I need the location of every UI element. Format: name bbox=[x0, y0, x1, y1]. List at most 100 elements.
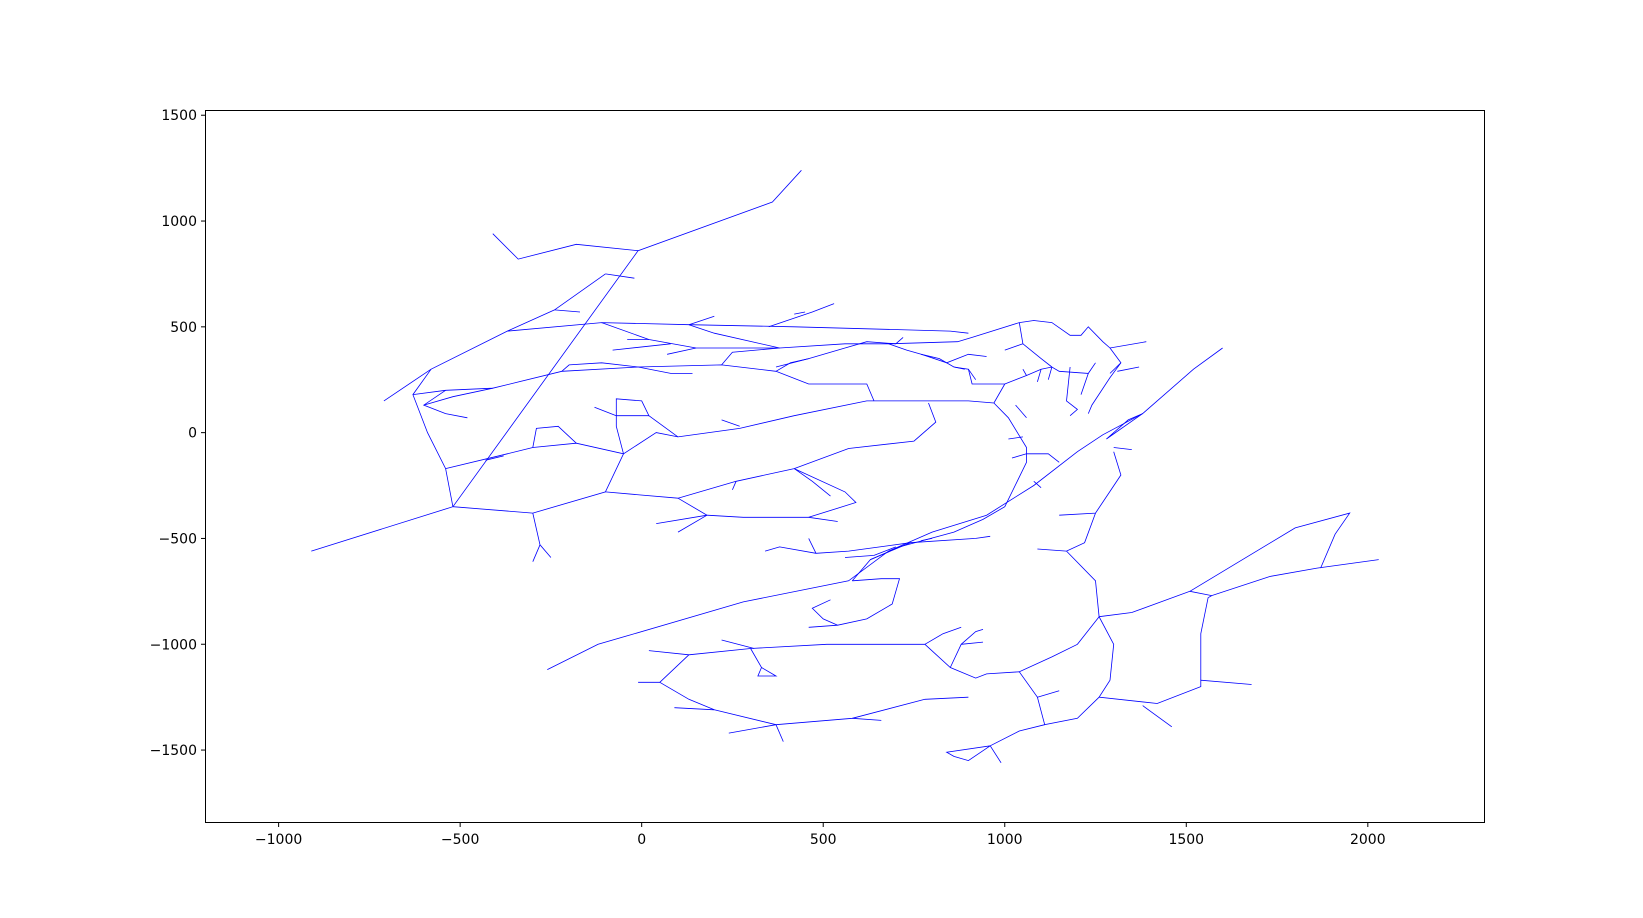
network-edge-22 bbox=[844, 337, 904, 349]
network-edge-46 bbox=[1004, 362, 1096, 385]
network-edge-35 bbox=[605, 402, 937, 499]
network-edge-25 bbox=[953, 366, 965, 370]
y-tick-label: 0 bbox=[188, 426, 197, 442]
network-edge-36 bbox=[793, 468, 831, 497]
network-edge-55 bbox=[1047, 366, 1053, 380]
y-tick-label: 1500 bbox=[161, 108, 197, 124]
network-edge-43 bbox=[732, 481, 737, 490]
network-edge-60 bbox=[1011, 453, 1027, 459]
network-edge-59 bbox=[1008, 436, 1023, 440]
network-edge-88 bbox=[870, 535, 991, 560]
x-tick-label: −1000 bbox=[255, 832, 302, 848]
network-edge-21 bbox=[721, 347, 780, 366]
network-edge-84 bbox=[674, 707, 715, 711]
network-edge-58 bbox=[1015, 404, 1027, 419]
network-edge-73 bbox=[1018, 616, 1100, 726]
network-edge-31 bbox=[648, 415, 679, 438]
y-tick-label: −1000 bbox=[150, 637, 197, 653]
network-edge-87 bbox=[852, 717, 882, 721]
network-edge-28 bbox=[532, 425, 577, 448]
network-edge-86 bbox=[775, 724, 784, 742]
network-edge-41 bbox=[677, 514, 708, 533]
network-edge-48 bbox=[1087, 347, 1122, 414]
network-edge-23 bbox=[888, 343, 987, 364]
network-edge-3 bbox=[554, 309, 581, 313]
network-edge-42 bbox=[794, 468, 857, 518]
y-tick-label: −500 bbox=[159, 531, 197, 547]
network-edge-12 bbox=[423, 387, 493, 406]
network-edge-74 bbox=[1037, 690, 1060, 698]
x-tick-label: 500 bbox=[810, 832, 837, 848]
network-edge-9 bbox=[412, 368, 454, 507]
network-edge-81 bbox=[648, 650, 689, 656]
network-edge-68 bbox=[1066, 550, 1252, 704]
network-edge-80 bbox=[721, 639, 755, 649]
network-edge-7 bbox=[768, 303, 835, 328]
network-edge-10 bbox=[412, 364, 875, 402]
network-edge-14 bbox=[601, 322, 1020, 349]
network-edge-93 bbox=[844, 546, 896, 558]
network-edge-70 bbox=[1189, 512, 1351, 592]
y-tick-label: 500 bbox=[170, 320, 197, 336]
y-tick-label: −1500 bbox=[150, 743, 197, 759]
network-edge-11 bbox=[422, 389, 468, 419]
network-edge-13 bbox=[561, 362, 693, 374]
network-edge-56 bbox=[1066, 366, 1079, 417]
network-edge-39 bbox=[677, 497, 838, 522]
network-edge-76 bbox=[638, 643, 1020, 683]
network-edge-34 bbox=[452, 453, 624, 514]
network-edge-40 bbox=[656, 514, 708, 524]
network-edge-54 bbox=[1037, 369, 1042, 383]
network-edge-49 bbox=[1109, 362, 1122, 374]
network-edge-5 bbox=[507, 322, 969, 334]
network-edge-64 bbox=[1106, 413, 1143, 440]
network-edge-33 bbox=[721, 419, 740, 427]
network-edge-17 bbox=[612, 343, 671, 351]
network-edge-50 bbox=[1117, 366, 1140, 372]
network-edge-6 bbox=[688, 315, 715, 326]
network-edge-32 bbox=[594, 406, 617, 417]
network-edge-1 bbox=[492, 233, 639, 260]
network-edge-92 bbox=[808, 538, 817, 554]
network-edge-77 bbox=[949, 629, 984, 668]
network-edge-85 bbox=[728, 724, 777, 734]
network-edge-82 bbox=[750, 648, 778, 677]
network-edge-18 bbox=[667, 347, 697, 355]
x-tick-label: 0 bbox=[637, 832, 646, 848]
plot-area-frame bbox=[205, 110, 1485, 823]
network-edge-65 bbox=[1113, 447, 1132, 450]
network-edge-61 bbox=[1026, 453, 1060, 463]
network-edge-20 bbox=[775, 358, 809, 368]
network-edge-38 bbox=[532, 544, 541, 562]
network-edge-62 bbox=[1033, 480, 1042, 489]
y-axis-ticks: −1500 −1000 −500 0 500 1000 1500 bbox=[150, 108, 206, 759]
network-edge-66 bbox=[1059, 451, 1122, 516]
x-tick-label: −500 bbox=[441, 832, 479, 848]
network-edge-44 bbox=[993, 383, 1006, 404]
network-edge-53 bbox=[1022, 369, 1027, 376]
x-tick-label: 2000 bbox=[1350, 832, 1386, 848]
network-edge-75 bbox=[945, 724, 1045, 764]
network-edge-78 bbox=[961, 641, 984, 645]
network-edge-94 bbox=[921, 538, 933, 541]
network-edge-71 bbox=[1200, 595, 1212, 681]
network-edge-30 bbox=[615, 398, 650, 454]
network-edge-8 bbox=[794, 311, 806, 315]
x-tick-label: 1500 bbox=[1168, 832, 1204, 848]
network-edge-79 bbox=[924, 626, 962, 645]
network-edge-29 bbox=[485, 455, 504, 461]
network-edge-2 bbox=[605, 273, 635, 279]
network-edge-47 bbox=[1019, 320, 1147, 349]
network-edge-72 bbox=[1142, 705, 1173, 728]
network-edge-90 bbox=[811, 599, 838, 626]
network-edge-15 bbox=[688, 324, 780, 349]
network-edge-52 bbox=[1004, 343, 1024, 351]
y-tick-label: 1000 bbox=[161, 214, 197, 230]
x-tick-label: 1000 bbox=[987, 832, 1023, 848]
network-edges bbox=[311, 170, 1379, 764]
x-axis-ticks: −1000 −500 0 500 1000 1500 2000 bbox=[255, 822, 1386, 848]
network-edge-51 bbox=[1018, 322, 1053, 368]
network-edge-26 bbox=[968, 368, 977, 380]
